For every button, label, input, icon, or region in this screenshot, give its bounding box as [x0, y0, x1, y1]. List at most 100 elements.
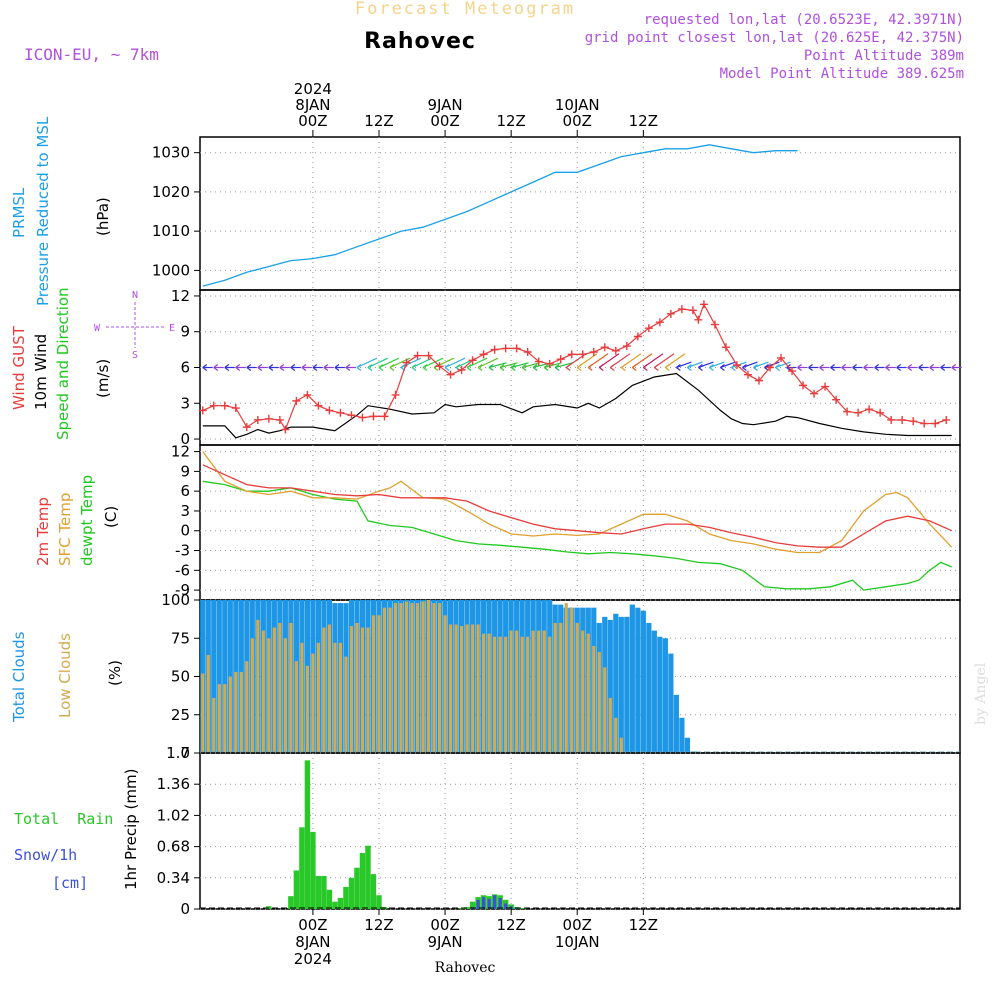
- low-cloud-bar: [217, 684, 221, 753]
- low-cloud-bar: [537, 630, 541, 753]
- wind-label-gust: Wind GUST: [10, 325, 28, 410]
- low-cloud-bar: [382, 607, 387, 753]
- watermark: by Angel: [973, 662, 989, 725]
- pressure-line: [202, 144, 798, 287]
- gust-point: [931, 419, 940, 428]
- temperature-ytick-label: -9: [175, 581, 190, 599]
- low-cloud-bar: [388, 607, 392, 753]
- rain-bar: [326, 889, 333, 909]
- gust-point: [843, 407, 852, 416]
- temperature-ytick-label: 6: [180, 482, 190, 500]
- wind-arrowhead: [775, 364, 780, 371]
- wind-arrowhead: [786, 364, 791, 371]
- bottom-time-label: 8JAN: [295, 933, 330, 951]
- temperature-ytick-label: 0: [180, 522, 190, 540]
- precip-label-snow: Snow/1h: [14, 846, 77, 864]
- wind-arrow: [687, 361, 703, 369]
- wind-arrowhead: [290, 364, 296, 371]
- gust-point: [501, 344, 510, 353]
- low-cloud-bar: [586, 633, 590, 753]
- model-name: ICON-EU, ~ 7km: [24, 45, 159, 64]
- wind-arrow: [544, 362, 562, 369]
- gust-point: [435, 362, 444, 371]
- gust-point: [567, 350, 576, 359]
- low-cloud-bar: [272, 627, 276, 753]
- gust-point: [325, 406, 334, 415]
- gust-point: [589, 348, 598, 356]
- low-cloud-bar: [498, 636, 502, 753]
- rain-bar: [293, 870, 300, 909]
- wind-arrow: [356, 357, 378, 369]
- wind-arrow: [522, 362, 540, 369]
- wind-arrow: [720, 361, 736, 369]
- gust-point: [253, 415, 262, 424]
- clouds-ytick-label: 75: [171, 629, 190, 647]
- precip-ytick-label: 0: [180, 900, 190, 918]
- rain-bar: [464, 907, 470, 909]
- total-cloud-bar: [624, 616, 630, 753]
- wind-arrowhead: [378, 364, 384, 371]
- wind-arrow: [753, 361, 769, 369]
- total-cloud-bar: [679, 717, 685, 753]
- low-cloud-bar: [493, 636, 497, 753]
- wind-arrowhead: [863, 364, 868, 371]
- low-cloud-bar: [471, 624, 475, 753]
- gust-point: [220, 401, 229, 410]
- wind-arrowhead: [918, 364, 924, 371]
- top-time-label: 12Z: [364, 112, 393, 130]
- pressure-label-desc: Pressure Reduced to MSL: [34, 116, 52, 306]
- wind-arrow: [676, 361, 692, 369]
- wind-arrow: [764, 361, 780, 369]
- rain-bar: [299, 827, 305, 909]
- wind-arrowhead: [323, 364, 329, 371]
- low-cloud-bar: [366, 627, 370, 753]
- compass-e: E: [169, 323, 175, 334]
- clouds-label-low: Low Clouds: [56, 633, 74, 718]
- wind-speed-line: [202, 372, 952, 439]
- wind-arrow: [709, 361, 725, 369]
- low-cloud-bar: [267, 638, 271, 753]
- gust-point: [600, 343, 609, 352]
- wind-arrowhead: [565, 364, 571, 371]
- wind-arrow: [488, 362, 507, 369]
- precip-panel: 0 0.34 0.68 1.02 1.36 1.7: [157, 744, 961, 918]
- low-cloud-bar: [261, 630, 265, 753]
- forecast-title: Forecast Meteogram: [355, 0, 575, 19]
- low-cloud-bar: [316, 642, 321, 753]
- wind-arrowhead: [389, 364, 395, 371]
- wind-arrowhead: [554, 364, 560, 371]
- low-cloud-bar: [426, 600, 431, 753]
- wind-arrowhead: [279, 364, 285, 371]
- wind-arrowhead: [356, 364, 362, 371]
- temperature-ytick-label: 3: [180, 502, 190, 520]
- point-altitude: Point Altitude 389m: [804, 48, 964, 64]
- total-cloud-bar: [618, 616, 624, 753]
- low-cloud-bar: [294, 661, 298, 753]
- pressure-ytick-label: 1030: [152, 144, 190, 162]
- gust-point: [369, 412, 378, 421]
- wind-arrowhead: [466, 364, 472, 371]
- gust-point: [788, 367, 797, 376]
- bottom-time-label: 2024: [294, 950, 332, 968]
- low-cloud-bar: [570, 607, 574, 753]
- wind-arrowhead: [576, 364, 582, 371]
- bottom-time-label: 00Z: [563, 916, 592, 934]
- gust-point: [314, 401, 323, 410]
- snow-bar: [515, 908, 519, 909]
- top-time-label: 12Z: [496, 112, 525, 130]
- rain-bar: [359, 853, 366, 909]
- gust-point: [710, 320, 719, 329]
- wind-ytick-label: 9: [180, 323, 190, 341]
- low-cloud-bar: [575, 622, 579, 753]
- total-cloud-bar: [216, 600, 222, 753]
- top-time-label: 10JAN: [555, 96, 600, 114]
- gust-point: [413, 351, 422, 360]
- gust-point: [909, 417, 918, 426]
- wind-arrowhead: [874, 364, 879, 371]
- total-cloud-bar: [629, 604, 635, 753]
- rain-bar: [332, 901, 338, 909]
- low-cloud-bar: [459, 626, 464, 753]
- gust-point: [721, 343, 730, 352]
- gust-point: [732, 361, 741, 370]
